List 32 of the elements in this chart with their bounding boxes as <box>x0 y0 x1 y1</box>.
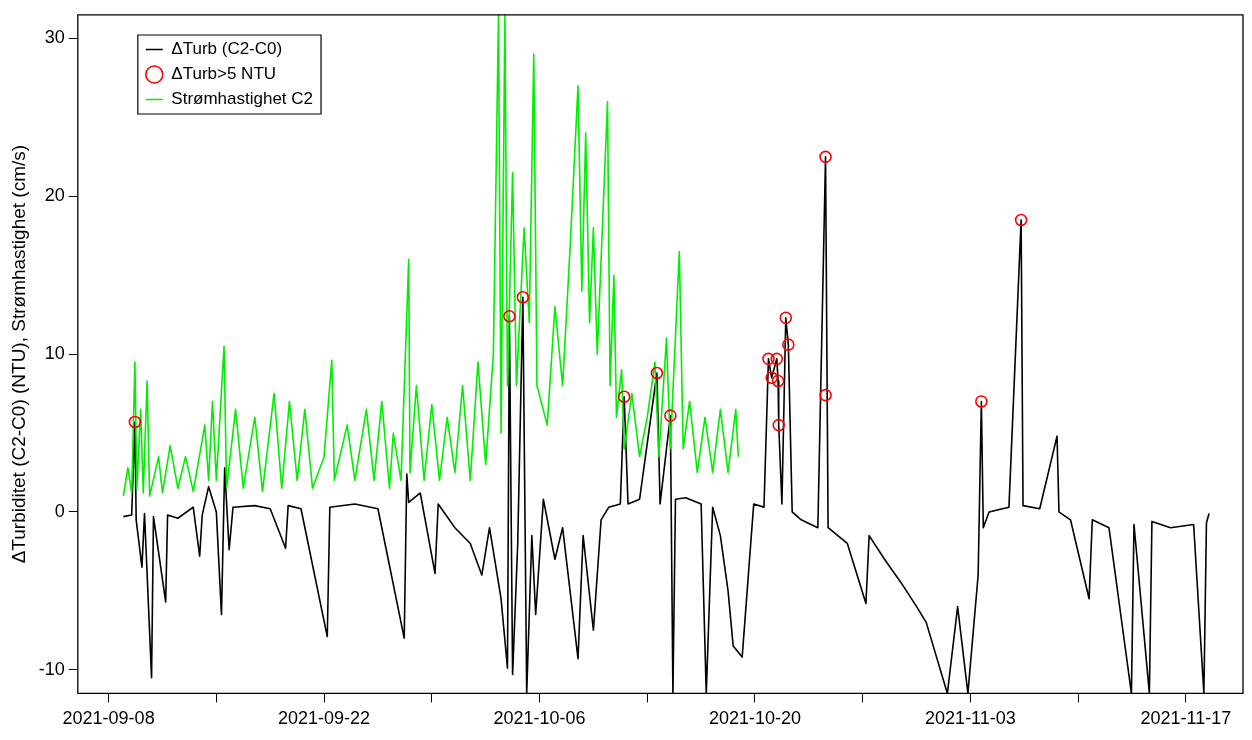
point <box>779 311 793 325</box>
point <box>1014 213 1028 227</box>
point <box>516 290 530 304</box>
x-tick-label: 2021-11-17 <box>1140 708 1232 729</box>
point <box>782 338 795 351</box>
y-axis-title: ΔTurbiditet (C2-C0) (NTU), Strømhastighet (cm/s) <box>7 144 29 564</box>
point <box>819 388 832 402</box>
point <box>771 374 785 388</box>
y-tick-label: -10 <box>38 658 65 679</box>
y-tick-label: 30 <box>44 27 65 48</box>
point <box>975 395 988 408</box>
point <box>617 390 631 404</box>
point <box>664 409 677 422</box>
legend-label: Strømhastighet C2 <box>171 89 314 109</box>
x-tick-label: 2021-10-20 <box>708 708 802 729</box>
point <box>770 352 784 366</box>
point <box>762 352 775 366</box>
legend-label: ΔTurb>5 NTU <box>171 64 277 84</box>
x-tick-label: 2021-11-03 <box>925 708 1016 729</box>
y-tick-label: 10 <box>44 343 65 364</box>
x-tick-label: 2021-10-06 <box>493 708 586 729</box>
x-tick-label: 2021-09-08 <box>62 708 155 729</box>
y-tick-label: 20 <box>44 185 65 206</box>
y-tick-label: 0 <box>54 500 65 521</box>
point <box>128 415 142 429</box>
point <box>772 418 786 432</box>
legend-label: ΔTurb (C2-C0) <box>171 39 283 59</box>
x-tick-label: 2021-09-22 <box>278 708 371 729</box>
point <box>650 366 664 380</box>
point <box>765 371 778 385</box>
point <box>503 309 516 323</box>
point <box>819 150 832 164</box>
